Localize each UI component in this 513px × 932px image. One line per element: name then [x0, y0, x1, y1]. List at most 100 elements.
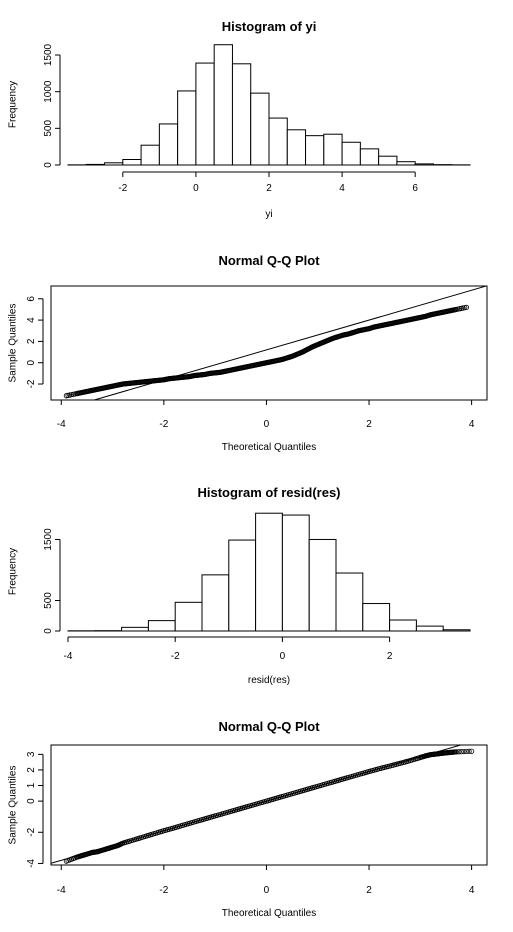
qq-point	[169, 825, 175, 831]
x-axis-label: Theoretical Quantiles	[222, 442, 317, 453]
histogram-bar	[305, 135, 325, 166]
qq-point	[374, 766, 381, 772]
y-tick-label: -2	[26, 827, 37, 836]
histogram-bar	[104, 162, 124, 166]
qq-point	[313, 784, 319, 790]
histogram-bar	[323, 133, 343, 166]
y-tick-label: 4	[26, 317, 37, 323]
histogram-bar	[228, 539, 257, 632]
histogram-bar	[85, 163, 106, 166]
y-tick-label: 500	[43, 120, 54, 137]
qq-point	[405, 758, 411, 764]
x-tick-label: 2	[266, 183, 272, 194]
y-tick-label: 500	[43, 592, 54, 609]
qq-point	[149, 831, 155, 837]
qq-point	[354, 772, 360, 778]
histogram-bar	[140, 144, 160, 166]
histogram-bar	[308, 538, 337, 632]
qq-point	[262, 798, 268, 805]
qq-point	[469, 748, 475, 754]
y-tick-label: 0	[26, 798, 37, 804]
histogram-bar	[195, 62, 215, 166]
chart-title: Histogram of resid(res)	[197, 485, 340, 500]
qq-point	[385, 763, 391, 770]
histogram-bar	[250, 92, 270, 166]
qq-point	[344, 775, 350, 781]
qq-point	[458, 749, 464, 755]
x-tick-label: 0	[264, 885, 270, 896]
x-tick-label: 4	[469, 419, 475, 430]
y-tick-label: -2	[26, 379, 37, 388]
qq-point	[210, 813, 217, 820]
histogram-bar	[174, 601, 203, 632]
qq-point	[128, 837, 134, 844]
y-axis-label: Sample Quantiles	[8, 766, 19, 845]
y-tick-label: 1	[26, 782, 37, 788]
y-tick-label: 1000	[43, 80, 54, 103]
histogram-bar	[147, 620, 176, 632]
x-tick-label: -2	[159, 419, 168, 430]
x-tick-label: 0	[264, 419, 270, 430]
histogram-bar	[341, 141, 361, 166]
qq-point	[452, 749, 458, 755]
qq-point	[139, 834, 145, 841]
histogram-bar	[255, 512, 283, 632]
histogram-bar	[415, 625, 444, 632]
qq-point	[180, 822, 186, 828]
x-tick-label: -4	[57, 419, 66, 430]
qq-point	[395, 761, 401, 767]
qq-point	[303, 787, 309, 793]
y-tick-label: 1500	[43, 528, 54, 551]
x-axis-label: yi	[265, 209, 272, 220]
qq-point	[463, 748, 470, 755]
qq-point	[159, 828, 165, 834]
y-tick-label: 6	[26, 296, 37, 302]
histogram-bar	[213, 44, 233, 166]
qq-point	[364, 769, 370, 775]
y-tick-label: 0	[26, 359, 37, 365]
x-tick-label: 6	[412, 183, 418, 194]
qq-reference-line	[92, 286, 487, 400]
histogram-bar	[231, 63, 252, 166]
histogram-bar	[359, 148, 380, 166]
x-axis-label: Theoretical Quantiles	[222, 908, 317, 919]
qq-point	[200, 816, 206, 822]
y-tick-label: 1500	[43, 43, 54, 66]
qq-point	[231, 807, 237, 814]
x-tick-label: -4	[64, 651, 73, 662]
qq-point	[456, 749, 462, 755]
histogram-bar	[158, 123, 179, 166]
qq-point	[251, 801, 258, 808]
y-tick-label: 3	[26, 751, 37, 757]
x-tick-label: 4	[339, 183, 345, 194]
y-tick-label: 2	[26, 338, 37, 344]
qq-point	[190, 819, 196, 825]
x-tick-label: -2	[118, 183, 127, 194]
x-tick-label: -2	[171, 651, 180, 662]
x-tick-label: 2	[366, 885, 372, 896]
histogram-bar	[335, 572, 364, 632]
histogram-bar	[201, 574, 230, 632]
qq-point	[466, 748, 472, 754]
qq-point	[462, 305, 468, 311]
histogram-bar	[362, 603, 391, 632]
qq-point	[323, 781, 329, 787]
x-tick-label: -4	[57, 885, 66, 896]
qq-point	[241, 804, 247, 811]
histogram-bar	[121, 626, 149, 632]
y-axis-label: Frequency	[8, 548, 19, 595]
histogram-bar	[396, 161, 416, 166]
histogram-bar	[177, 90, 197, 166]
chart-title: Normal Q-Q Plot	[218, 253, 320, 268]
x-tick-label: -2	[159, 885, 168, 896]
qq-point	[461, 748, 467, 755]
qq-point	[272, 796, 278, 802]
histogram-bar	[442, 629, 471, 632]
y-tick-label: 0	[43, 162, 54, 168]
x-tick-label: 2	[387, 651, 393, 662]
x-tick-label: 2	[366, 419, 372, 430]
x-tick-label: 4	[469, 885, 475, 896]
x-tick-label: 0	[280, 651, 286, 662]
chart-title: Normal Q-Q Plot	[218, 719, 320, 734]
